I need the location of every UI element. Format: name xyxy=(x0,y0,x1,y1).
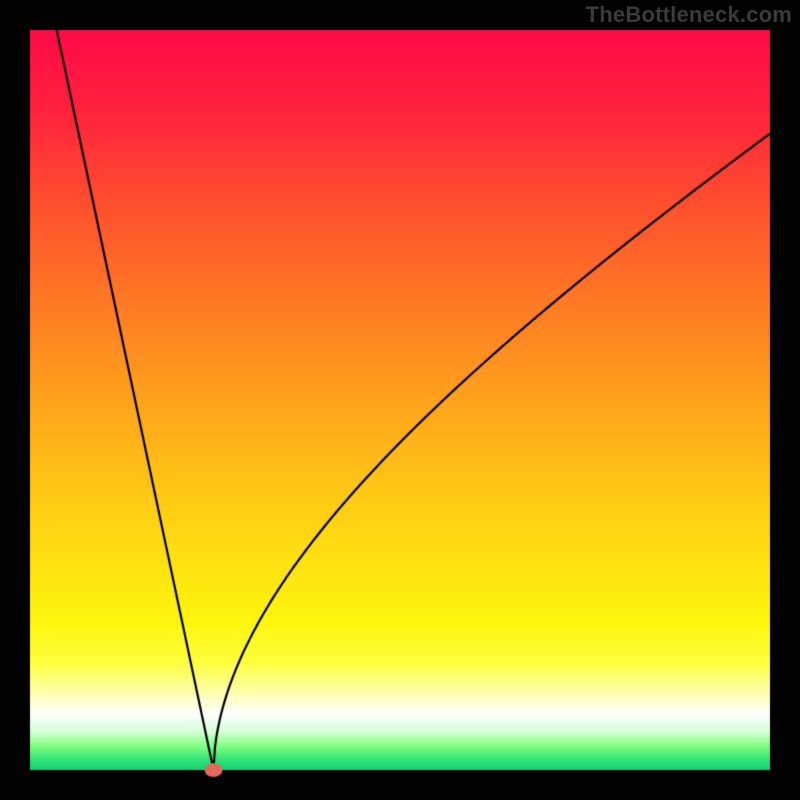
chart-stage: TheBottleneck.com xyxy=(0,0,800,800)
attribution-label: TheBottleneck.com xyxy=(586,2,792,28)
bottleneck-curve-chart xyxy=(0,0,800,800)
